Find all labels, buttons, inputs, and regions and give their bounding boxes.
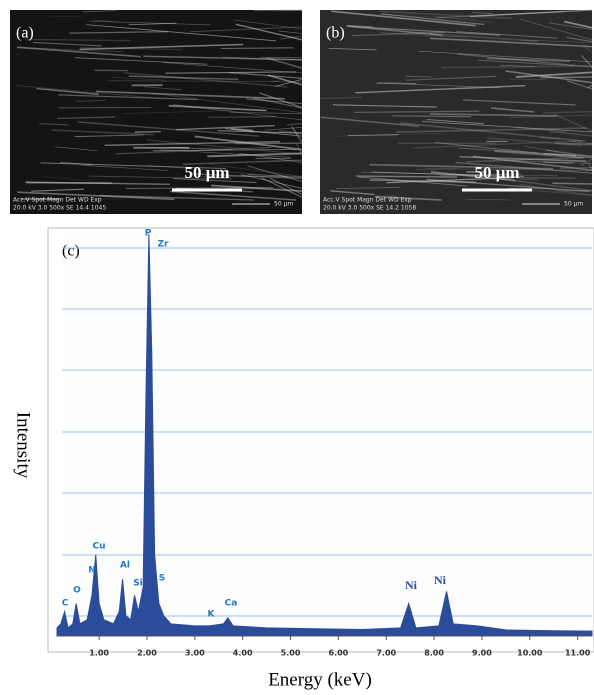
sem-streak <box>510 79 546 80</box>
peak-label: N <box>88 566 96 576</box>
x-tick-label: 11.00 <box>565 649 591 658</box>
sem-streak <box>221 48 293 49</box>
info-values: 20.0 kV 3.0 500x SE 14.4 1045 <box>13 205 106 212</box>
info-header: Acc.V Spot Magn Det WD Exp <box>13 197 102 204</box>
panel-label: (c) <box>62 243 80 260</box>
info-scale: 50 μm <box>274 201 293 208</box>
x-axis-label: Energy (keV) <box>268 669 372 690</box>
info-header: Acc.V Spot Magn Det WD Exp <box>323 197 412 204</box>
scale-bar-label: 50 μm <box>474 163 519 182</box>
sem-streak <box>552 183 592 184</box>
scale-bar-label: 50 μm <box>184 163 229 182</box>
peak-label: Ni <box>434 573 447 587</box>
x-tick-label: 9.00 <box>472 649 492 658</box>
sem-streak <box>472 13 492 14</box>
peak-label: C <box>62 599 69 609</box>
plot-area <box>62 232 592 636</box>
panel-label: (b) <box>326 25 345 42</box>
x-tick-label: 6.00 <box>329 649 349 658</box>
peak-label: P <box>145 229 152 239</box>
sem-streak <box>208 117 276 118</box>
peak-label: Si <box>133 579 143 589</box>
x-tick-label: 3.00 <box>185 649 205 658</box>
x-tick-label: 5.00 <box>281 649 301 658</box>
y-axis-label: Intensity <box>13 412 34 479</box>
info-scale: 50 μm <box>564 201 583 208</box>
sem-streak <box>392 116 470 117</box>
peak-label: S <box>159 574 165 584</box>
sem-streak <box>235 143 302 144</box>
peak-label: Cu <box>92 542 105 552</box>
sem-streak <box>356 176 457 177</box>
sem-streak <box>555 190 592 191</box>
peak-label: Al <box>120 561 130 571</box>
sem-streak <box>519 179 539 180</box>
x-tick-label: 8.00 <box>424 649 444 658</box>
x-tick-label: 2.00 <box>137 649 157 658</box>
x-tick-label: 4.00 <box>233 649 253 658</box>
peak-label: K <box>208 610 216 620</box>
x-tick-label: 10.00 <box>517 649 543 658</box>
peak-label: Ni <box>405 578 418 592</box>
x-tick-label: 1.00 <box>89 649 109 658</box>
x-tick-label: 7.00 <box>376 649 396 658</box>
peak-label: Ca <box>225 599 238 609</box>
panel-label: (a) <box>16 25 34 42</box>
peak-label: O <box>73 586 81 596</box>
sem-streak <box>518 178 575 179</box>
peak-label: Zr <box>158 240 170 250</box>
info-values: 20.0 kV 3.0 500x SE 14.2 1058 <box>323 205 416 212</box>
